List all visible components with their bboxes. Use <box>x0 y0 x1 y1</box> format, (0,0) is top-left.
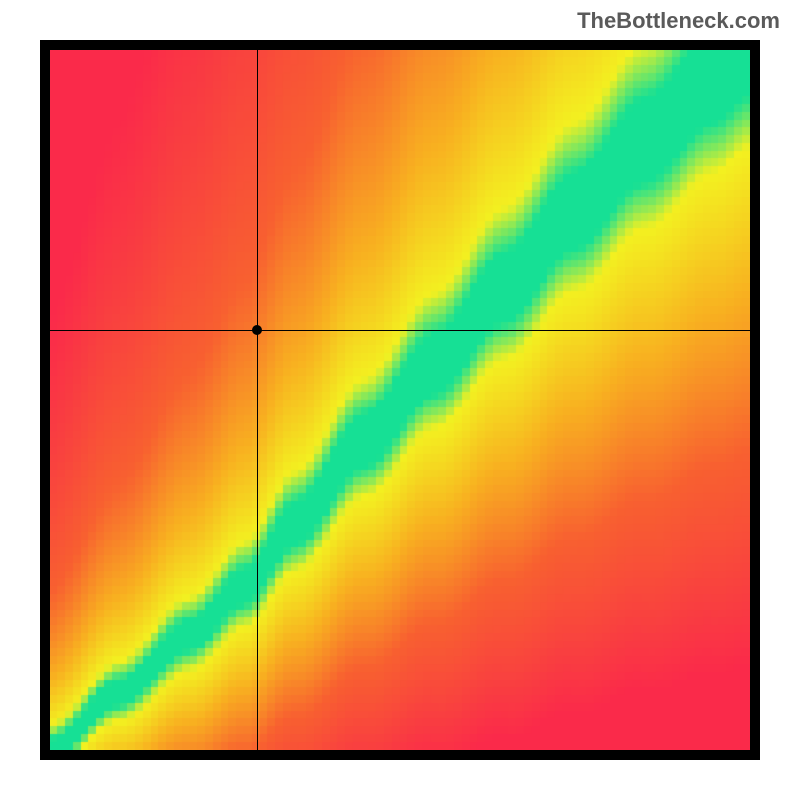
chart-container: TheBottleneck.com <box>0 0 800 800</box>
data-point-marker <box>252 325 262 335</box>
crosshair-horizontal <box>50 330 750 331</box>
plot-frame <box>40 40 760 760</box>
heatmap-canvas <box>50 50 750 750</box>
crosshair-vertical <box>257 50 258 750</box>
watermark-text: TheBottleneck.com <box>577 8 780 34</box>
